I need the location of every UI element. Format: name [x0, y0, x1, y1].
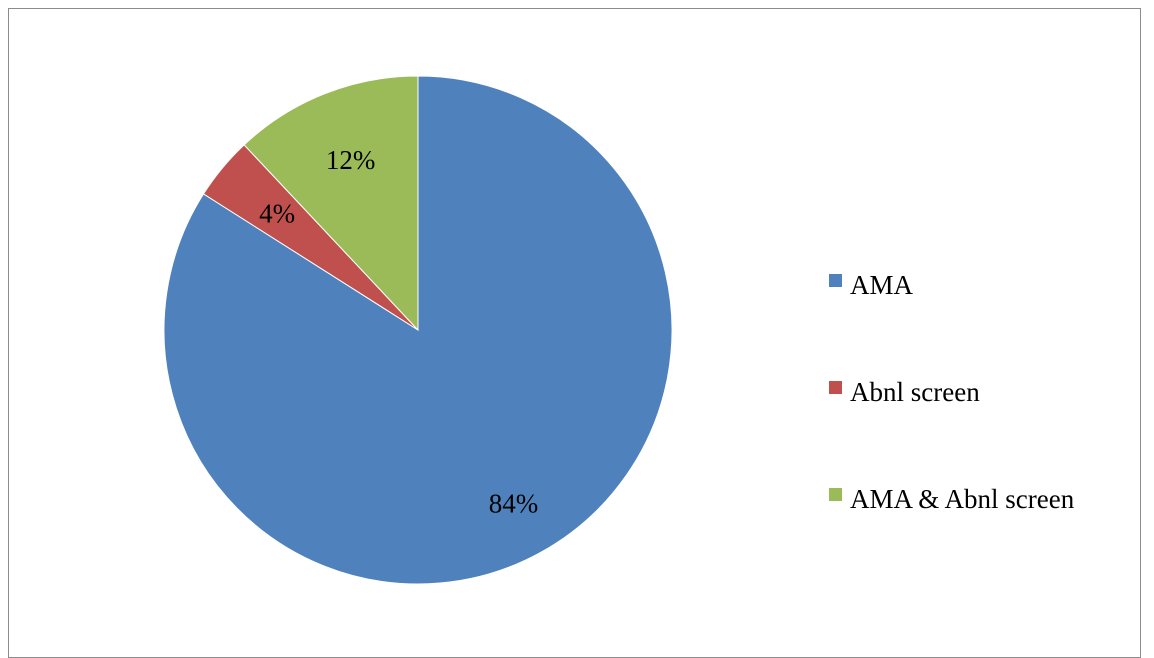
data-label-2: 4%: [259, 198, 295, 228]
legend-label-2: Abnl screen: [850, 377, 980, 407]
legend-label-3: AMA & Abnl screen: [850, 484, 1075, 514]
legend-swatch-1: [829, 274, 842, 287]
pie-slice-3: [243, 75, 419, 332]
pie-data-labels: 84% 4% 12%: [259, 145, 538, 519]
data-label-3: 12%: [326, 145, 376, 175]
data-label-1: 84%: [489, 489, 539, 519]
legend-swatch-3: [829, 488, 842, 501]
legend: AMA Abnl screen AMA & Abnl screen: [829, 270, 1075, 514]
pie-slices: [163, 75, 673, 585]
legend-swatch-2: [829, 381, 842, 394]
legend-label-1: AMA: [850, 270, 914, 300]
